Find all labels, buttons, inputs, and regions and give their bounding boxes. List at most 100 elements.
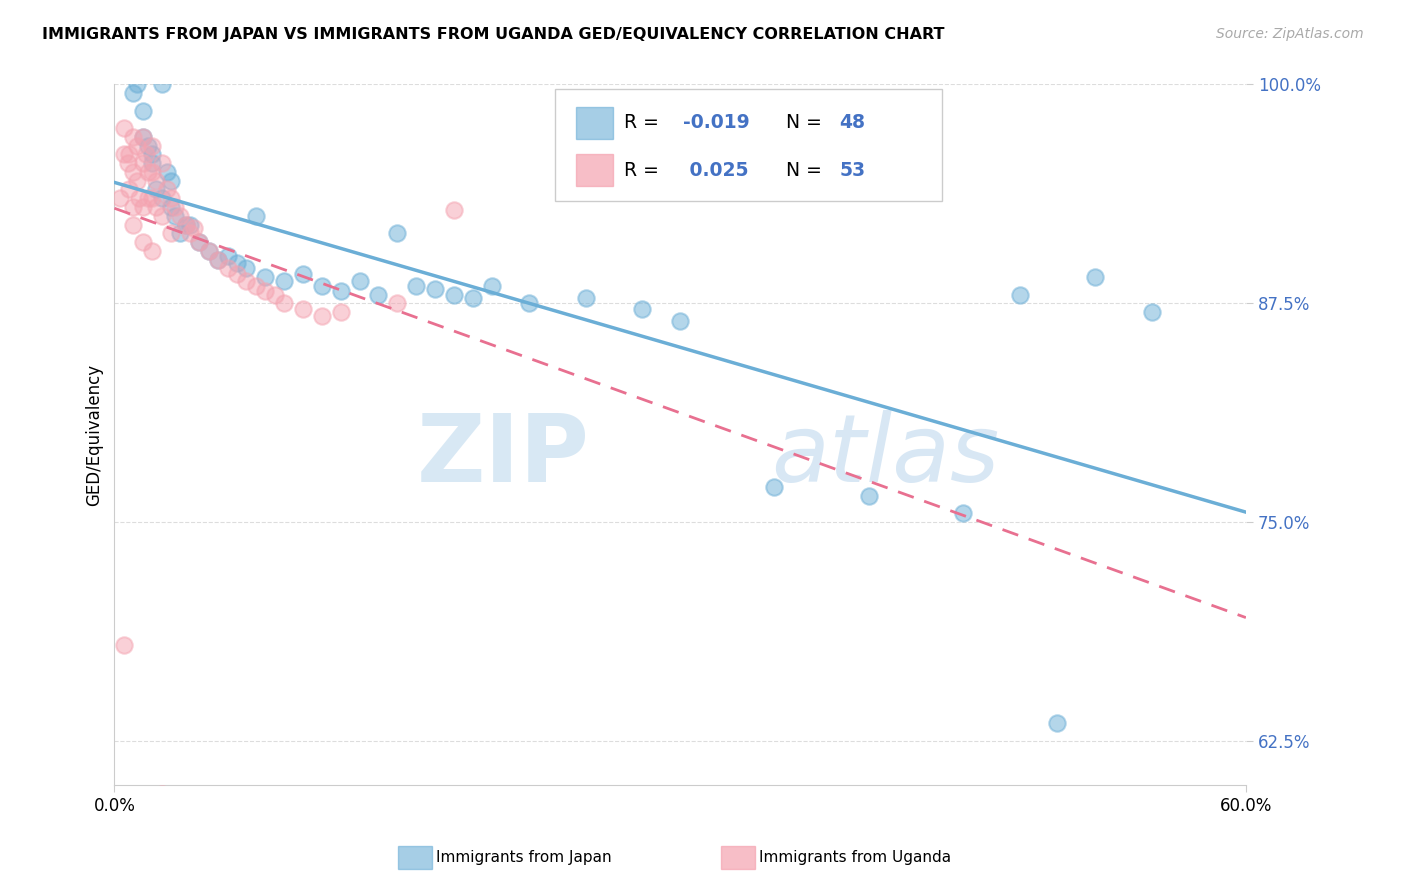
Y-axis label: GED/Equivalency: GED/Equivalency (86, 364, 103, 506)
Point (118, 147, 141, 161)
Point (150, 156, 173, 170)
Point (131, 156, 153, 170)
Point (197, 244, 219, 258)
Point (141, 147, 163, 161)
Point (112, 121, 135, 136)
Point (217, 261, 239, 276)
Point (108, 191, 131, 205)
Point (235, 273, 257, 287)
Point (1046, 716, 1069, 731)
Text: N =: N = (786, 113, 828, 132)
Point (150, 209, 173, 223)
Point (226, 256, 249, 270)
Point (443, 287, 465, 301)
Point (263, 287, 285, 301)
Point (163, 200, 186, 214)
Text: IMMIGRANTS FROM JAPAN VS IMMIGRANTS FROM UGANDA GED/EQUIVALENCY CORRELATION CHAR: IMMIGRANTS FROM JAPAN VS IMMIGRANTS FROM… (42, 27, 945, 42)
Point (125, 78, 148, 92)
Point (329, 284, 352, 298)
Point (952, 507, 974, 521)
Point (145, 200, 167, 214)
Point (1084, 270, 1107, 285)
Point (367, 287, 389, 301)
Point (179, 218, 201, 232)
Point (131, 130, 153, 145)
Point (273, 273, 295, 287)
Point (141, 244, 163, 258)
Point (156, 182, 179, 196)
Point (150, 191, 173, 205)
Point (217, 249, 239, 263)
Point (245, 278, 267, 293)
Point (575, 291, 598, 305)
Point (245, 209, 267, 223)
Point (631, 301, 654, 316)
Point (141, 165, 163, 179)
Point (207, 252, 229, 267)
Point (135, 147, 157, 161)
Text: 0.025: 0.025 (683, 161, 749, 179)
Point (131, 235, 153, 249)
Point (235, 261, 257, 276)
Point (122, 86, 145, 100)
Point (150, 787, 173, 801)
Point (349, 273, 371, 287)
Point (145, 174, 167, 188)
Point (141, 138, 163, 153)
Point (461, 291, 484, 305)
Point (197, 244, 219, 258)
Point (131, 130, 153, 145)
Point (188, 235, 211, 249)
Point (160, 174, 183, 188)
Point (858, 489, 880, 503)
Point (118, 182, 141, 196)
Point (169, 209, 191, 223)
Point (145, 182, 167, 196)
Point (481, 278, 503, 293)
Text: Source: ZipAtlas.com: Source: ZipAtlas.com (1216, 27, 1364, 41)
Point (169, 226, 191, 240)
Point (387, 226, 409, 240)
Point (160, 200, 183, 214)
Point (254, 270, 277, 285)
Point (150, 78, 173, 92)
Text: N =: N = (786, 161, 828, 179)
Point (112, 638, 135, 652)
Point (329, 305, 352, 319)
Text: 48: 48 (839, 113, 865, 132)
Point (122, 200, 145, 214)
Point (405, 278, 427, 293)
Point (160, 191, 183, 205)
Point (131, 103, 153, 118)
Point (125, 174, 148, 188)
Point (117, 156, 139, 170)
Point (669, 314, 692, 328)
Text: 53: 53 (839, 161, 866, 179)
Point (763, 480, 786, 494)
Point (122, 130, 145, 145)
Point (125, 138, 148, 153)
Point (311, 309, 333, 323)
Point (138, 138, 160, 153)
Point (128, 191, 150, 205)
Point (207, 252, 229, 267)
Point (141, 156, 163, 170)
Point (443, 203, 465, 218)
Text: Immigrants from Uganda: Immigrants from Uganda (759, 850, 952, 864)
Point (1140, 305, 1163, 319)
Point (517, 296, 540, 310)
Point (122, 218, 145, 232)
Point (254, 284, 277, 298)
Point (138, 165, 160, 179)
Point (291, 301, 314, 316)
Text: R =: R = (624, 161, 665, 179)
Text: atlas: atlas (770, 410, 998, 501)
Text: R =: R = (624, 113, 665, 132)
Text: ZIP: ZIP (416, 409, 589, 501)
Point (174, 218, 197, 232)
Point (156, 165, 179, 179)
Text: Immigrants from Japan: Immigrants from Japan (436, 850, 612, 864)
Point (1008, 287, 1031, 301)
Point (311, 278, 333, 293)
Point (174, 218, 197, 232)
